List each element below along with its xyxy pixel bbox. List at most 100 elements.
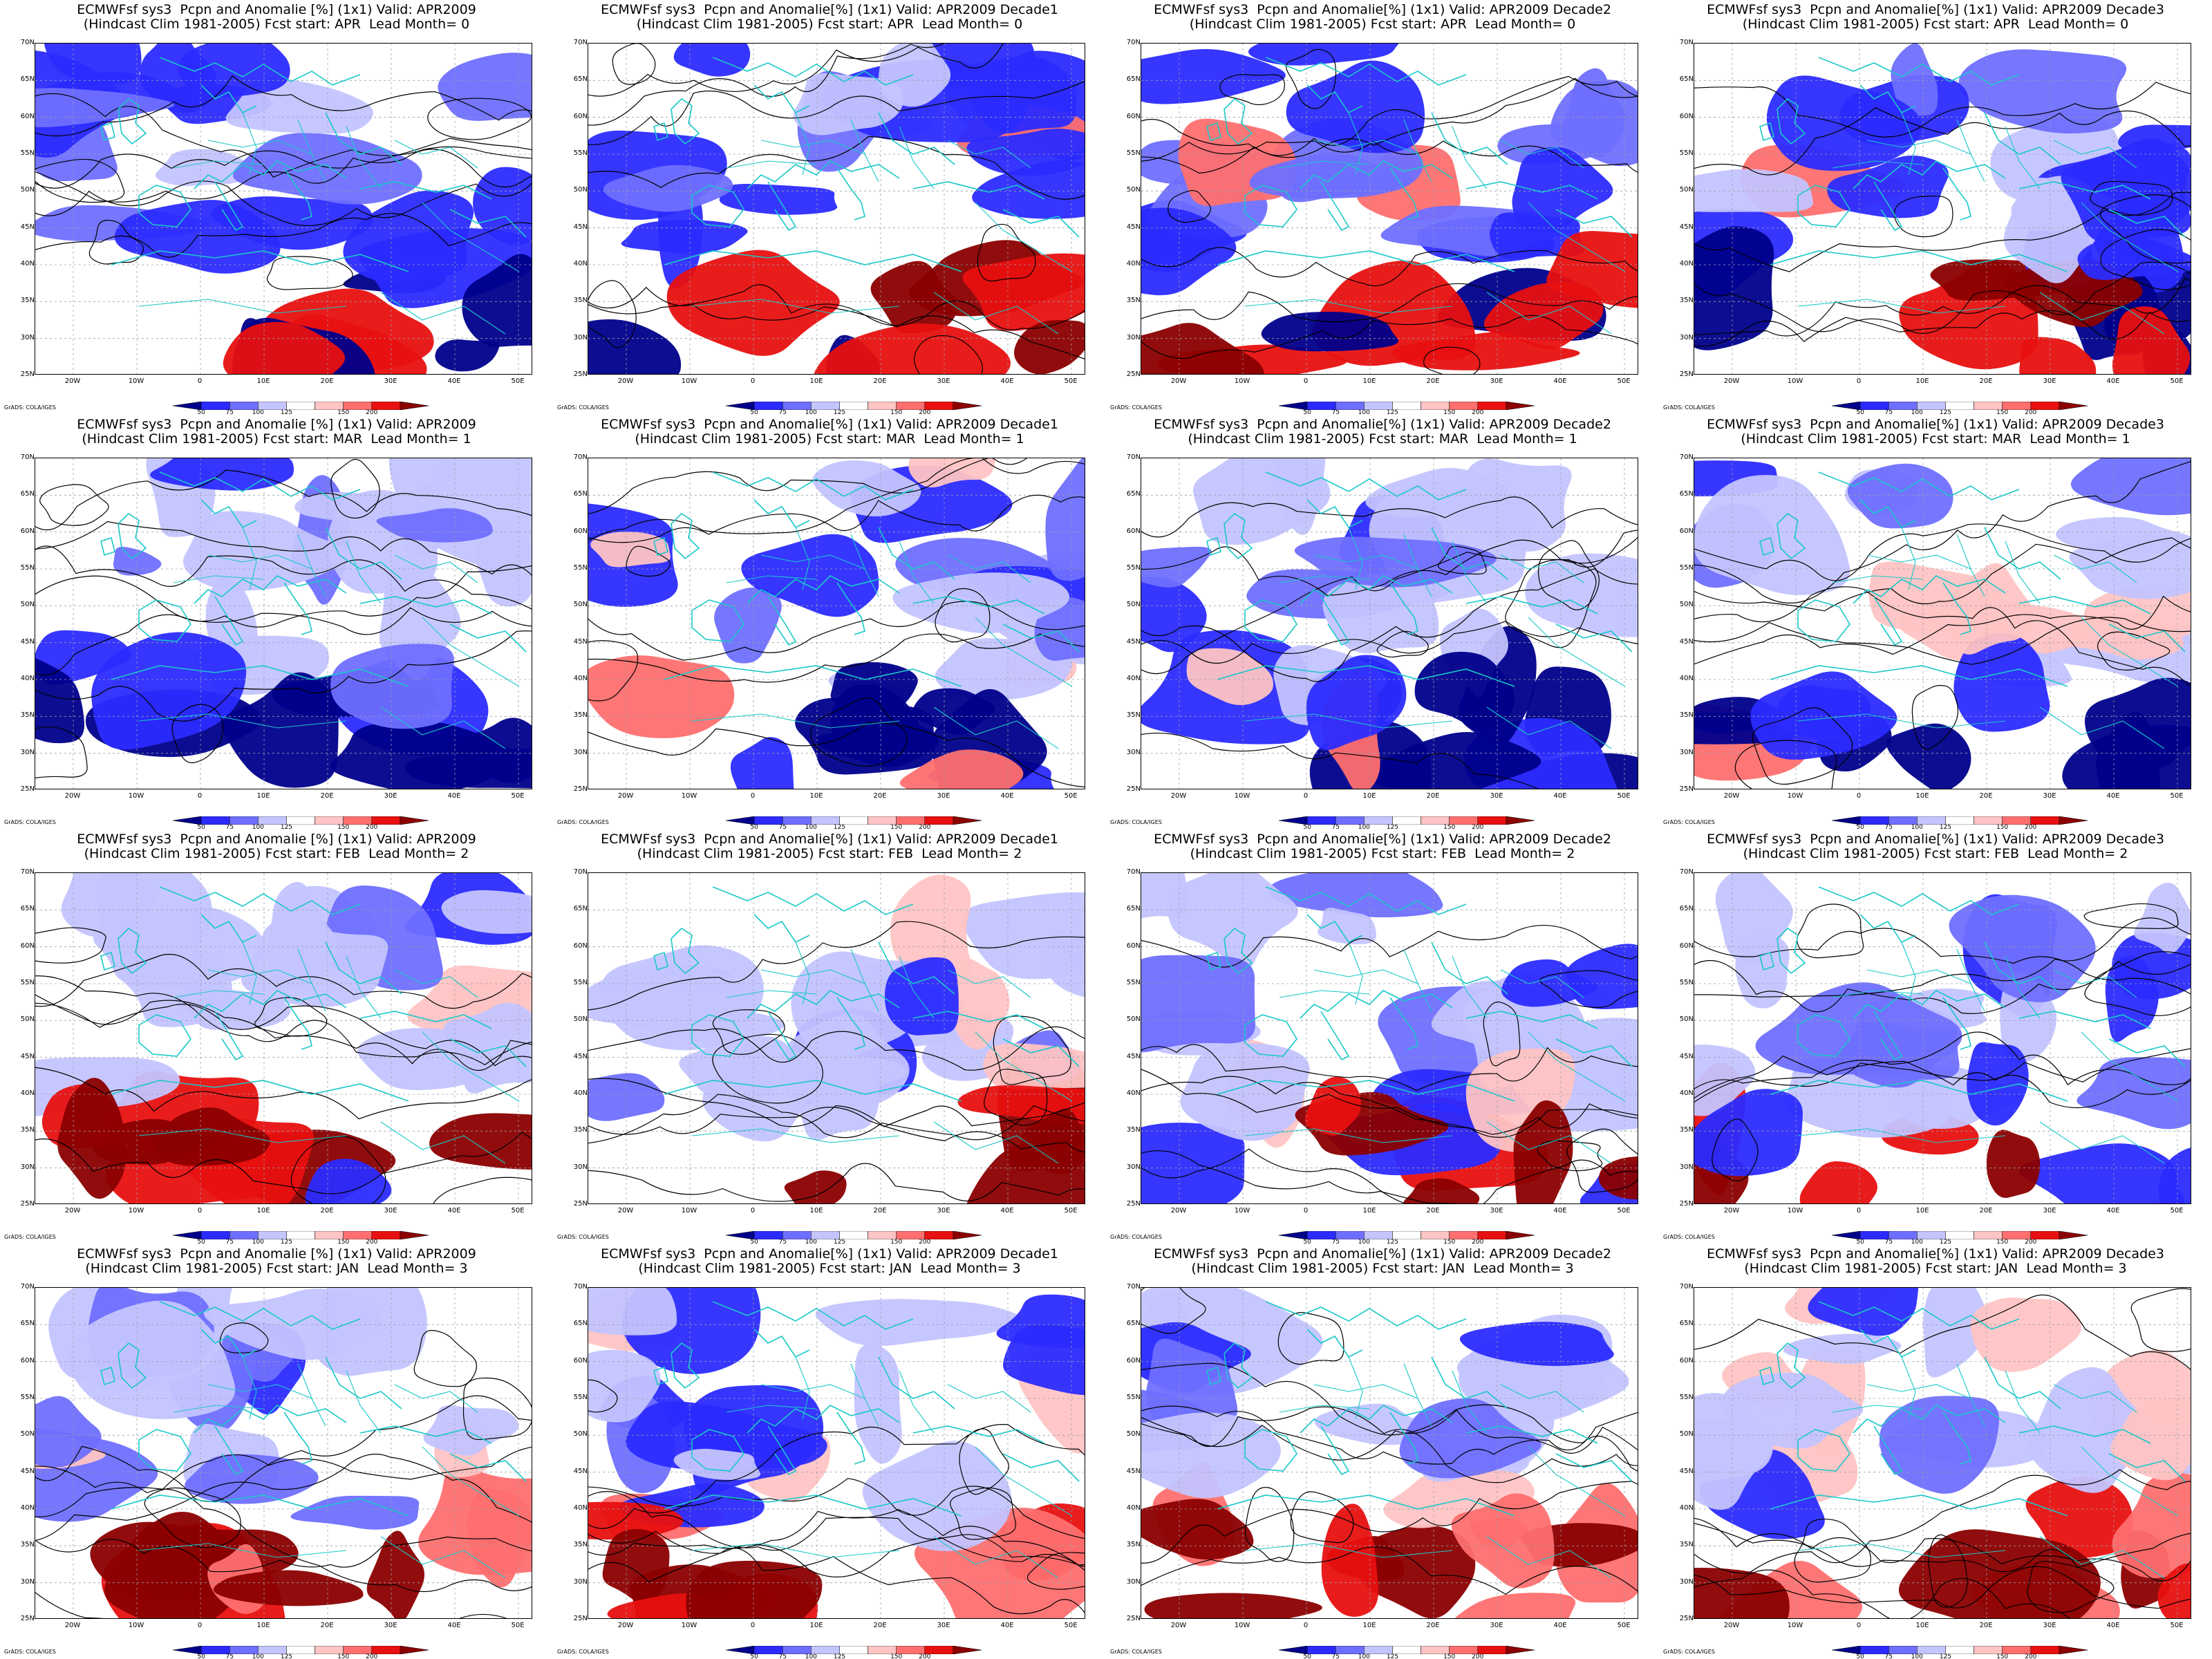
climatology-contour [588,722,1085,788]
lat-tick-label: 65N [1679,490,1694,498]
lat-tick-label: 70N [573,1283,588,1291]
map-panel: ECMWFsf sys3 Pcpn and Anomalie[%] (1x1) … [1659,830,2212,1244]
climatology-contour [1794,1519,1871,1583]
climatology-contour [1219,74,1285,106]
lon-tick-label: 10E [1915,792,1929,800]
anomaly-region [57,1078,126,1199]
lon-tick-label: 0 [197,1622,203,1629]
country-border [1797,1543,2006,1558]
map-plot-area [1694,458,2191,789]
coastline [712,471,914,500]
lat-tick-label: 25N [1126,371,1141,378]
colorbar-label: 75 [778,1653,787,1659]
coastline [283,997,312,1050]
colorbar [1278,400,1535,411]
climatology-contour [1141,1044,1638,1091]
coastline [1002,209,1080,238]
credit-label: GrADS: COLA/IGES [1110,819,1162,825]
anomaly-region [2134,883,2191,954]
coastline [2108,624,2186,653]
lon-tick-label: 50E [2170,792,2184,800]
anomaly-region [793,73,903,135]
climatology-contour [1694,191,2191,272]
lat-tick-label: 30N [20,333,35,341]
country-border [933,706,1059,749]
panel-title-line2: (Hindcast Clim 1981-2005) Fcst start: MA… [635,431,1024,447]
lon-tick-label: 20E [1979,792,1993,800]
country-border [1901,941,1916,1005]
climatology-contour [39,484,109,526]
colorbar-label: 200 [2025,1653,2037,1659]
lat-tick-label: 65N [20,1320,35,1328]
lon-tick-label: 40E [447,792,461,800]
coastline [1777,927,1806,975]
lat-tick-label: 50N [1126,186,1141,194]
colorbar-label: 150 [1443,824,1456,830]
coastline [664,1494,962,1517]
coastline [1555,1453,1633,1482]
credit-label: GrADS: COLA/IGES [557,404,609,411]
coastline [1244,185,1297,227]
panel-title-line1: ECMWFsf sys3 Pcpn and Anomalie[%] (1x1) … [1154,1246,1611,1262]
anomaly-region [862,1441,1012,1552]
credit-label: GrADS: COLA/IGES [557,1649,609,1655]
anomaly-region [113,546,162,576]
climatology-contour [35,158,125,203]
colorbar [172,1644,429,1655]
anomaly-region [1454,1593,1575,1618]
country-border [242,1356,257,1420]
lat-tick-label: 70N [20,868,35,876]
anomaly-region [2069,533,2191,599]
lat-tick-label: 25N [573,1615,588,1622]
coastline [1984,527,2061,580]
lon-tick-label: 30E [2043,1207,2056,1215]
anomaly-region [1694,1089,1803,1177]
lon-tick-label: 10W [681,792,697,800]
country-border [1486,706,1612,749]
climatology-contour [35,180,532,227]
lat-tick-label: 40N [573,1504,588,1512]
country-border [297,948,326,1012]
lon-tick-label: 10E [256,1207,270,1215]
anomaly-region [305,1159,392,1203]
climatology-contour [35,994,532,1071]
climatology-contour [626,545,671,577]
coastline [1206,1366,1221,1386]
coastline [1759,122,1774,142]
lat-tick-label: 70N [1679,453,1694,461]
anomaly-region [2096,711,2161,789]
climatology-contour [1141,536,1638,597]
colorbar-label: 150 [1996,1653,2009,1659]
lat-tick-label: 65N [1126,490,1141,498]
coastline [1818,886,2020,915]
lon-tick-label: 40E [2106,792,2120,800]
colorbar-swatch [2059,401,2088,411]
country-border [207,554,312,570]
country-border [1244,1543,1453,1558]
climatology-contour [1141,247,1638,287]
coastline [1002,624,1080,653]
climatology-contour [959,1428,1009,1495]
coastline [2108,1453,2186,1482]
climatology-contour [1539,970,1638,1009]
panel-title-line1: ECMWFsf sys3 Pcpn and Anomalie[%] (1x1) … [601,1246,1058,1262]
lat-tick-label: 55N [1126,979,1141,986]
climatology-contour [2090,180,2173,216]
country-border [795,527,810,590]
climatology-contour [993,1015,1071,1085]
coastline [1306,84,1363,114]
country-border [726,160,817,169]
lat-tick-label: 45N [1679,1052,1694,1060]
lat-tick-label: 60N [1679,941,1694,950]
colorbar-label: 125 [1386,824,1399,830]
colorbar-label: 200 [919,1239,931,1244]
coastline [1206,536,1221,556]
climatology-contour [588,458,1085,541]
climatology-contour [88,220,144,265]
credit-label: GrADS: COLA/IGES [4,1234,56,1240]
coastline [111,1080,409,1102]
lat-tick-label: 40N [573,1089,588,1097]
coastline [1389,1412,1418,1465]
coastline [1942,1412,1971,1465]
country-border [1832,990,1923,998]
